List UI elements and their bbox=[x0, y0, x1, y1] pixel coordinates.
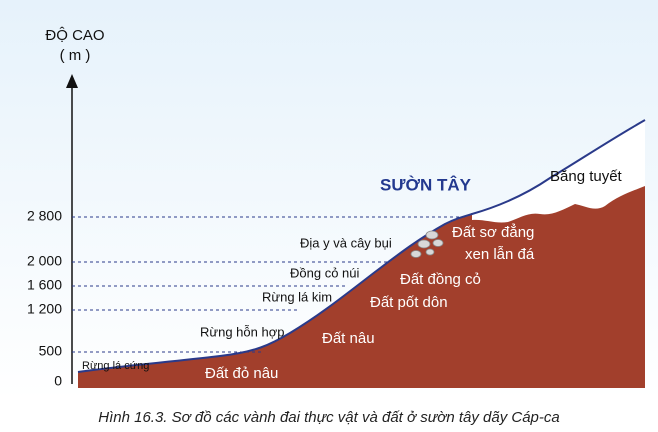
soil-label: Đất sơ đẳng bbox=[452, 223, 534, 241]
vegetation-label: Rừng lá cứng bbox=[82, 360, 149, 372]
snow-label: Băng tuyết bbox=[550, 168, 623, 185]
tick-label: 1 200 bbox=[27, 301, 62, 317]
caption: Hình 16.3. Sơ đồ các vành đai thực vật v… bbox=[98, 409, 559, 426]
vegetation-label: Rừng hỗn hợp bbox=[200, 324, 284, 339]
vegetation-label: Địa y và cây bụi bbox=[300, 235, 392, 250]
tick-label: 1 600 bbox=[27, 277, 62, 293]
tick-label: 2 800 bbox=[27, 208, 62, 224]
soil-label: xen lẫn đá bbox=[465, 246, 535, 263]
soil-label: Đất pốt dôn bbox=[370, 294, 448, 311]
snow-cap bbox=[472, 120, 645, 223]
slope-label: SƯỜN TÂY bbox=[380, 175, 472, 194]
vegetation-label: Rừng lá kim bbox=[262, 289, 332, 304]
axis-arrow bbox=[66, 74, 78, 88]
soil-label: Đất đỏ nâu bbox=[205, 365, 278, 382]
soil-label: Đất nâu bbox=[322, 330, 375, 347]
axis-title: ĐỘ CAO bbox=[45, 27, 104, 44]
mountain bbox=[78, 120, 645, 388]
soil-label: Đất đồng cỏ bbox=[400, 271, 481, 288]
tick-label: 500 bbox=[39, 343, 63, 359]
rocks bbox=[410, 230, 444, 258]
slope-outline bbox=[77, 119, 646, 373]
axis-unit: ( m ) bbox=[60, 47, 91, 64]
tick-label: 0 bbox=[54, 373, 62, 389]
vegetation-label: Đồng cỏ núi bbox=[290, 265, 359, 280]
tick-label: 2 000 bbox=[27, 253, 62, 269]
